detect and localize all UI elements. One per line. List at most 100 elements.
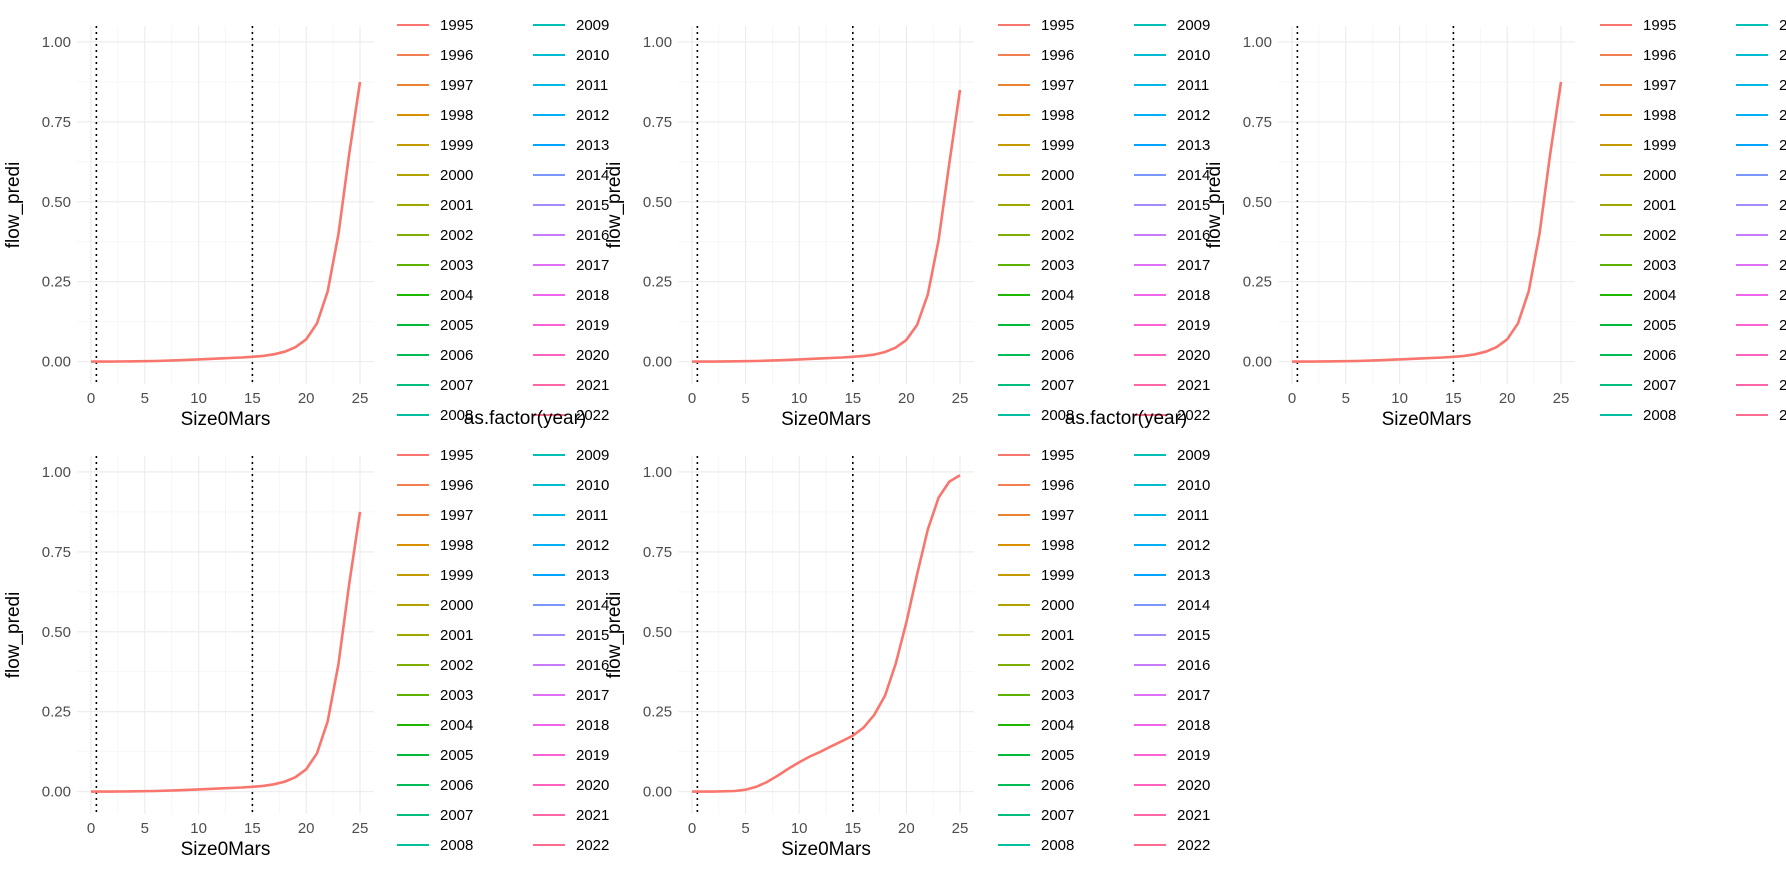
y-axis-title: flow_predi bbox=[1204, 162, 1225, 249]
legend-label: 2004 bbox=[1041, 717, 1074, 734]
legend-label: 2018 bbox=[1177, 287, 1210, 304]
legend-label: 1996 bbox=[440, 47, 473, 64]
y-tick-label: 0.00 bbox=[643, 354, 672, 371]
legend-label: 2021 bbox=[1177, 377, 1210, 394]
gridlines bbox=[1278, 26, 1575, 384]
legend-label: 2004 bbox=[440, 717, 473, 734]
legend-label: 2020 bbox=[1779, 347, 1786, 364]
legend-label: 2017 bbox=[576, 687, 609, 704]
legend-label: 2003 bbox=[440, 687, 473, 704]
legend-label: 2020 bbox=[576, 347, 609, 364]
legend-label: 1995 bbox=[1041, 17, 1074, 34]
legend-label: 2019 bbox=[1177, 747, 1210, 764]
legend-label: 2014 bbox=[1177, 597, 1210, 614]
legend-label: 2018 bbox=[576, 287, 609, 304]
legend-label: 2013 bbox=[1779, 137, 1786, 154]
legend-label: 2002 bbox=[1041, 227, 1074, 244]
x-tick-label: 15 bbox=[844, 820, 861, 837]
legend-label: 2004 bbox=[1041, 287, 1074, 304]
legend-label: 2012 bbox=[1779, 107, 1786, 124]
legend-label: 1997 bbox=[1041, 77, 1074, 94]
x-tick-label: 25 bbox=[952, 390, 969, 407]
y-tick-label: 0.75 bbox=[643, 114, 672, 131]
legend-label: 2013 bbox=[576, 137, 609, 154]
series-line bbox=[692, 474, 961, 793]
legend-label: 1998 bbox=[1041, 107, 1074, 124]
legend-label: 2008 bbox=[440, 407, 473, 424]
legend-label: 2003 bbox=[1041, 257, 1074, 274]
x-tick-label: 25 bbox=[1553, 390, 1570, 407]
legend-label: 2021 bbox=[1779, 377, 1786, 394]
legend-label: 2015 bbox=[576, 627, 609, 644]
panel-2: 0 5 10 15 20 25 0.00 0.25 0.50 0.75 1.00 Size0Mars f… bbox=[604, 17, 1210, 430]
legend-label: 2001 bbox=[1643, 197, 1676, 214]
legend-label: 2018 bbox=[1177, 717, 1210, 734]
x-tick-label: 20 bbox=[898, 390, 915, 407]
legend-label: 2018 bbox=[576, 717, 609, 734]
panel-4: 0 5 10 15 20 25 0.00 0.25 0.50 0.75 1.00 Size0Mars f… bbox=[3, 447, 609, 860]
x-tick-label: 0 bbox=[87, 390, 95, 407]
legend-label: 2011 bbox=[576, 507, 608, 524]
x-axis-title: Size0Mars bbox=[181, 409, 271, 430]
y-tick-label: 0.00 bbox=[643, 784, 672, 801]
legend-label: 1996 bbox=[1041, 47, 1074, 64]
legend-label: 1997 bbox=[1643, 77, 1676, 94]
legend-label: 2003 bbox=[440, 257, 473, 274]
legend-label: 2010 bbox=[576, 477, 609, 494]
x-tick-label: 20 bbox=[898, 820, 915, 837]
y-tick-label: 0.25 bbox=[643, 274, 672, 291]
legend-label: 2014 bbox=[576, 597, 609, 614]
legend-label: 1997 bbox=[1041, 507, 1074, 524]
legend-label: 2019 bbox=[576, 317, 609, 334]
legend-label: 1996 bbox=[440, 477, 473, 494]
legend-label: 2017 bbox=[1177, 687, 1210, 704]
legend-label: 2002 bbox=[1643, 227, 1676, 244]
y-tick-label: 0.25 bbox=[643, 704, 672, 721]
legend-label: 1998 bbox=[1041, 537, 1074, 554]
legend-label: 2014 bbox=[1779, 167, 1786, 184]
gridlines bbox=[77, 456, 374, 814]
legend-label: 2000 bbox=[440, 167, 473, 184]
legend-label: 1995 bbox=[440, 447, 473, 464]
legend-label: 2009 bbox=[1779, 17, 1786, 34]
legend-title: as.factor(year) bbox=[464, 408, 586, 429]
legend-label: 1998 bbox=[440, 107, 473, 124]
legend-label: 2002 bbox=[1041, 657, 1074, 674]
x-tick-label: 15 bbox=[244, 820, 261, 837]
x-tick-label: 5 bbox=[741, 820, 749, 837]
y-tick-label: 0.50 bbox=[42, 194, 71, 211]
legend-label: 2006 bbox=[1041, 777, 1074, 794]
legend: 1995 1996 1997 1998 1999 2000 2001 2002 2003 2004… bbox=[397, 447, 609, 854]
legend-label: 2015 bbox=[1177, 627, 1210, 644]
legend-label: 2017 bbox=[1177, 257, 1210, 274]
legend: 1995 1996 1997 1998 1999 2000 2001 2002 2003 2004… bbox=[1600, 17, 1786, 424]
y-tick-label: 0.75 bbox=[42, 544, 71, 561]
x-tick-label: 10 bbox=[791, 820, 808, 837]
legend-label: 2009 bbox=[1177, 17, 1210, 34]
legend-label: 2013 bbox=[1177, 567, 1210, 584]
y-tick-label: 0.25 bbox=[42, 704, 71, 721]
y-axis-title: flow_predi bbox=[604, 592, 625, 679]
legend-label: 2022 bbox=[1779, 407, 1786, 424]
x-tick-label: 10 bbox=[190, 820, 207, 837]
legend-label: 1996 bbox=[1041, 477, 1074, 494]
y-tick-label: 0.50 bbox=[643, 624, 672, 641]
legend-label: 1998 bbox=[1643, 107, 1676, 124]
y-tick-label: 0.00 bbox=[42, 354, 71, 371]
series-line bbox=[91, 511, 362, 793]
legend-label: 2010 bbox=[576, 47, 609, 64]
y-tick-label: 0.25 bbox=[1243, 274, 1272, 291]
x-tick-label: 0 bbox=[688, 820, 696, 837]
legend-label: 2012 bbox=[576, 537, 609, 554]
legend-label: 1997 bbox=[440, 77, 473, 94]
y-tick-label: 1.00 bbox=[1243, 34, 1272, 51]
legend-label: 2001 bbox=[440, 197, 473, 214]
legend-label: 2009 bbox=[1177, 447, 1210, 464]
x-tick-label: 0 bbox=[688, 390, 696, 407]
legend-label: 2008 bbox=[1643, 407, 1676, 424]
legend-label: 2015 bbox=[1779, 197, 1786, 214]
x-tick-label: 25 bbox=[952, 820, 969, 837]
legend-label: 1995 bbox=[440, 17, 473, 34]
legend-label: 2019 bbox=[1177, 317, 1210, 334]
series-line bbox=[91, 81, 362, 363]
